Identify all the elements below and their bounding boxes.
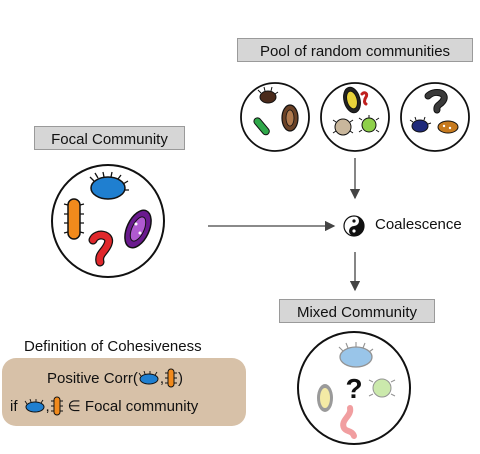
- positive-corr-suffix: ): [178, 369, 184, 387]
- brown-oval-icon: [281, 104, 299, 132]
- question-mark: ?: [345, 373, 362, 404]
- red-worm-icon: [88, 230, 114, 267]
- lime-bacterium-icon: [358, 115, 380, 133]
- navy-bacterium-icon: [409, 116, 432, 133]
- blue-bacterium-mini-icon: [138, 371, 159, 385]
- focal-community-circle: [51, 164, 165, 278]
- red-small-icon: [360, 91, 369, 106]
- orange-oval-icon: [437, 120, 459, 134]
- blue-bacterium-mini-icon-2: [24, 399, 44, 413]
- pool-community-1: [240, 82, 310, 152]
- if-suffix: ∈ Focal community: [67, 398, 199, 415]
- orange-rod-mini-icon: [165, 368, 178, 388]
- faded-blue-bacterium-icon: [338, 342, 374, 368]
- purple-bacterium-icon: [124, 209, 152, 249]
- pool-community-2: [320, 82, 390, 152]
- coalescence-label: Coalescence: [375, 216, 462, 233]
- definition-line-membership: if , ∈ Focal community: [10, 396, 198, 416]
- green-rod-icon: [253, 117, 270, 136]
- definition-box: Positive Corr( , ) if , ∈ Focal communit…: [2, 358, 246, 426]
- yin-yang-icon: [343, 215, 365, 237]
- focal-title: Focal Community: [34, 126, 185, 150]
- definition-title: Definition of Cohesiveness: [24, 338, 202, 355]
- faded-red-worm-icon: [340, 405, 357, 439]
- definition-line-correlation: Positive Corr( , ): [47, 368, 183, 388]
- faded-lime-bacterium-icon: [368, 378, 396, 398]
- mixed-title: Mixed Community: [279, 299, 435, 323]
- mixed-community-circle: ?: [297, 331, 411, 445]
- if-comma: ,: [45, 397, 50, 415]
- dark-worm-icon: [424, 88, 448, 114]
- faded-yellow-oval-icon: [317, 384, 333, 412]
- positive-corr-prefix: Positive Corr(: [47, 369, 138, 387]
- if-prefix: if: [10, 397, 18, 415]
- blue-bacterium-icon: [89, 171, 129, 200]
- yellow-oval-icon: [343, 86, 361, 114]
- tan-bacterium-icon: [332, 118, 354, 136]
- orange-rod-mini-icon-2: [50, 396, 63, 416]
- pool-community-3: [400, 82, 470, 152]
- pool-title: Pool of random communities: [237, 38, 473, 62]
- brown-bacterium-icon: [257, 86, 279, 104]
- positive-corr-comma: ,: [159, 369, 165, 387]
- orange-rod-icon: [63, 198, 85, 240]
